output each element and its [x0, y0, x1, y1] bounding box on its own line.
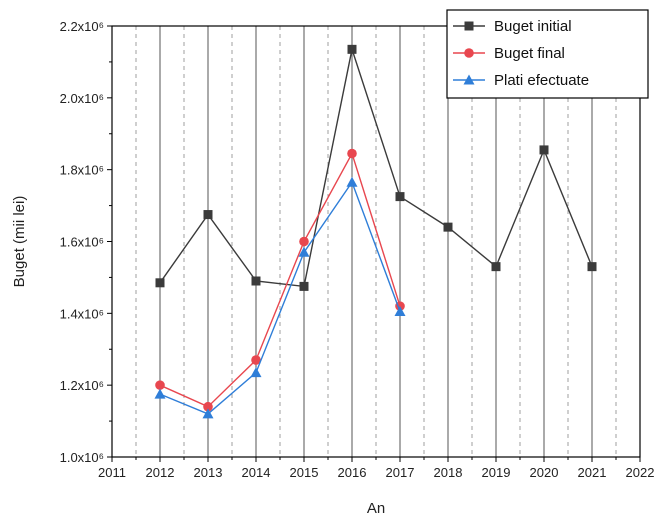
- data-point: [443, 222, 453, 232]
- x-tick-label: 2011: [98, 465, 126, 480]
- x-tick-label: 2013: [194, 465, 223, 480]
- data-point: [251, 355, 261, 365]
- series-group: [154, 176, 406, 419]
- data-point: [395, 192, 405, 202]
- y-tick-label: 1.8x10⁶: [60, 163, 104, 178]
- y-tick-label: 2.2x10⁶: [60, 19, 104, 34]
- data-point: [346, 176, 358, 187]
- legend-label: Buget final: [494, 45, 565, 62]
- y-tick-label: 1.0x10⁶: [60, 450, 104, 465]
- legend-entry: Buget initial: [453, 18, 572, 35]
- data-point: [299, 236, 309, 247]
- data-point: [203, 210, 213, 220]
- x-tick-label: 2020: [530, 465, 559, 480]
- y-tick-label: 2.0x10⁶: [60, 91, 104, 106]
- data-point: [202, 408, 214, 419]
- legend-entries: Buget initial Buget final Plati efectuate: [453, 18, 589, 89]
- data-point: [539, 145, 549, 155]
- legend-marker: [464, 48, 474, 58]
- data-point: [299, 281, 309, 291]
- legend-marker: [463, 74, 475, 85]
- legend: Buget initial Buget final Plati efectuate: [446, 9, 649, 99]
- x-tick-label: 2015: [290, 465, 319, 480]
- data-point: [203, 401, 213, 412]
- data-point: [155, 380, 165, 390]
- data-point: [298, 246, 310, 257]
- legend-label: Plati efectuate: [494, 72, 589, 89]
- x-tick-label: 2014: [242, 465, 271, 480]
- x-tick-label: 2019: [482, 465, 511, 480]
- data-point: [347, 148, 357, 159]
- data-point: [394, 306, 406, 317]
- data-point: [587, 262, 597, 272]
- x-tick-label: 2022: [626, 465, 655, 480]
- data-point: [250, 367, 262, 378]
- y-tick-label: 1.6x10⁶: [60, 235, 104, 250]
- legend-label: Buget initial: [494, 18, 572, 35]
- x-tick-label: 2018: [434, 465, 463, 480]
- data-point: [347, 44, 357, 54]
- legend-box: [446, 9, 649, 99]
- data-point: [251, 276, 261, 286]
- legend-entry: Buget final: [453, 45, 565, 62]
- y-tick-label: 1.2x10⁶: [60, 378, 104, 393]
- data-point: [155, 278, 165, 288]
- y-tick-label: 1.4x10⁶: [60, 306, 104, 321]
- legend-entry: Plati efectuate: [453, 72, 589, 89]
- series-group: [155, 44, 597, 291]
- series-line: [159, 46, 593, 288]
- series-layer: [154, 44, 597, 419]
- x-tick-label: 2016: [338, 465, 367, 480]
- y-axis-title: Buget (mii lei): [11, 196, 28, 288]
- axis-ticks: 2011 2012 2013 2014 2015 2016 2017 2018 2019 2020…: [60, 19, 655, 480]
- data-point: [491, 262, 501, 272]
- series-line: [159, 180, 401, 415]
- data-point: [154, 388, 166, 399]
- x-tick-label: 2017: [386, 465, 415, 480]
- series-line: [159, 151, 401, 408]
- x-tick-label: 2012: [146, 465, 175, 480]
- legend-marker: [464, 21, 474, 31]
- x-axis-title: An: [367, 500, 385, 517]
- x-tick-label: 2021: [578, 465, 607, 480]
- series-group: [155, 148, 405, 412]
